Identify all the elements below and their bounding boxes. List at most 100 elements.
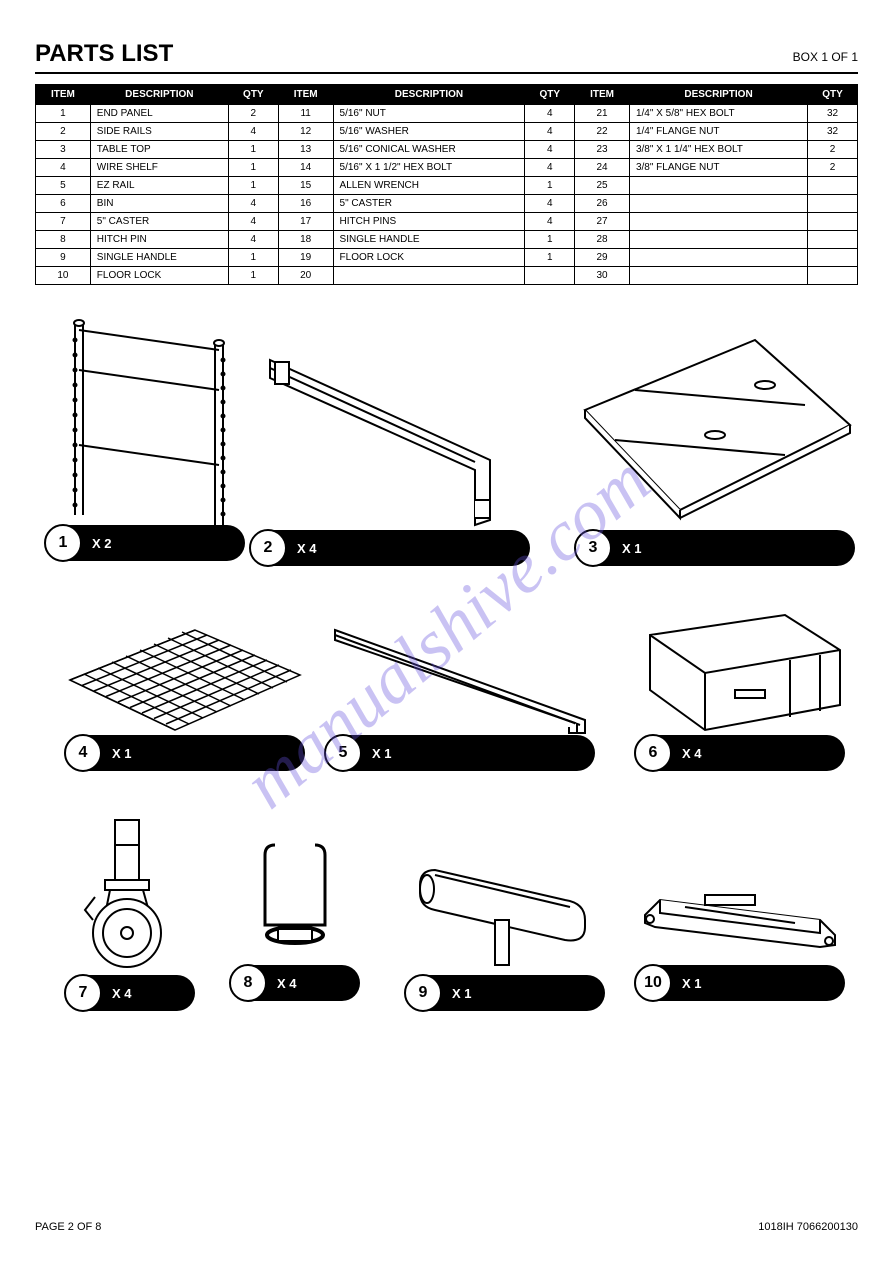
table-cell: EZ RAIL bbox=[90, 177, 228, 195]
part-pill: 3 X 1 bbox=[575, 530, 855, 566]
table-cell: TABLE TOP bbox=[90, 141, 228, 159]
table-row: 3TABLE TOP1135/16" CONICAL WASHER4233/8"… bbox=[36, 141, 858, 159]
table-cell: 4 bbox=[525, 213, 575, 231]
table-cell bbox=[808, 231, 858, 249]
part-2: 2 X 4 bbox=[250, 330, 530, 566]
part-pill: 1 X 2 bbox=[45, 525, 245, 561]
table-cell: 5/16" WASHER bbox=[333, 123, 525, 141]
doc-code: 1018IH 7066200130 bbox=[758, 1221, 858, 1233]
part-qty-label: X 1 bbox=[112, 746, 132, 761]
table-cell bbox=[808, 195, 858, 213]
part-pill: 4 X 1 bbox=[65, 735, 305, 771]
header: PARTS LIST BOX 1 OF 1 bbox=[35, 40, 858, 74]
table-cell: 1 bbox=[228, 159, 278, 177]
table-cell: 24 bbox=[575, 159, 630, 177]
table-cell: 26 bbox=[575, 195, 630, 213]
table-row: 4WIRE SHELF1145/16" X 1 1/2" HEX BOLT424… bbox=[36, 159, 858, 177]
table-cell bbox=[333, 267, 525, 285]
table-cell: 22 bbox=[575, 123, 630, 141]
table-cell: HITCH PINS bbox=[333, 213, 525, 231]
part-qty-label: X 1 bbox=[452, 986, 472, 1001]
table-cell: 32 bbox=[808, 105, 858, 123]
part-qty-label: X 4 bbox=[277, 976, 297, 991]
table-cell: 1 bbox=[228, 249, 278, 267]
part-pill: 2 X 4 bbox=[250, 530, 530, 566]
table-cell: 27 bbox=[575, 213, 630, 231]
table-cell: SINGLE HANDLE bbox=[333, 231, 525, 249]
part-qty-label: X 2 bbox=[92, 536, 112, 551]
table-header: QTY bbox=[525, 85, 575, 105]
part-5: 5 X 1 bbox=[325, 615, 595, 771]
table-row: 2SIDE RAILS4125/16" WASHER4221/4" FLANGE… bbox=[36, 123, 858, 141]
part-pill: 7 X 4 bbox=[65, 975, 195, 1011]
part-number-icon: 4 bbox=[64, 734, 102, 772]
table-cell bbox=[629, 249, 807, 267]
table-cell: 4 bbox=[525, 195, 575, 213]
part-number-icon: 6 bbox=[634, 734, 672, 772]
table-cell bbox=[629, 267, 807, 285]
table-header: DESCRIPTION bbox=[333, 85, 525, 105]
part-1: 1 X 2 bbox=[45, 315, 245, 561]
table-header: DESCRIPTION bbox=[629, 85, 807, 105]
table-cell: 4 bbox=[228, 213, 278, 231]
table-cell: 7 bbox=[36, 213, 91, 231]
table-cell: 14 bbox=[278, 159, 333, 177]
part-number-icon: 3 bbox=[574, 529, 612, 567]
parts-diagram-area: 1 X 2 2 X 4 3 X 1 bbox=[35, 315, 858, 1135]
part-qty-label: X 4 bbox=[112, 986, 132, 1001]
page-number: PAGE 2 OF 8 bbox=[35, 1221, 101, 1233]
table-cell: 13 bbox=[278, 141, 333, 159]
table-cell: 19 bbox=[278, 249, 333, 267]
part-10: 10 X 1 bbox=[635, 845, 845, 1001]
table-cell: 4 bbox=[36, 159, 91, 177]
footer: PAGE 2 OF 8 1018IH 7066200130 bbox=[35, 1221, 858, 1233]
table-cell: 17 bbox=[278, 213, 333, 231]
part-number-icon: 10 bbox=[634, 964, 672, 1002]
table-row: 10FLOOR LOCK12030 bbox=[36, 267, 858, 285]
table-cell: 1 bbox=[228, 177, 278, 195]
table-cell: 4 bbox=[525, 123, 575, 141]
table-cell: 4 bbox=[228, 123, 278, 141]
part-pill: 9 X 1 bbox=[405, 975, 605, 1011]
table-cell: 1/4" FLANGE NUT bbox=[629, 123, 807, 141]
table-cell bbox=[629, 231, 807, 249]
table-cell: SIDE RAILS bbox=[90, 123, 228, 141]
part-number-icon: 5 bbox=[324, 734, 362, 772]
table-cell: 2 bbox=[808, 141, 858, 159]
part-9: 9 X 1 bbox=[405, 845, 605, 1011]
part-qty-label: X 1 bbox=[622, 541, 642, 556]
table-header: ITEM bbox=[278, 85, 333, 105]
part-7: 7 X 4 bbox=[65, 815, 195, 1011]
table-cell: 4 bbox=[525, 159, 575, 177]
table-row: 6BIN4165" CASTER426 bbox=[36, 195, 858, 213]
part-number-icon: 2 bbox=[249, 529, 287, 567]
table-cell: 3/8" X 1 1/4" HEX BOLT bbox=[629, 141, 807, 159]
page-title: PARTS LIST bbox=[35, 40, 173, 68]
table-cell: 11 bbox=[278, 105, 333, 123]
part-number-icon: 7 bbox=[64, 974, 102, 1012]
part-number-icon: 1 bbox=[44, 524, 82, 562]
part-qty-label: X 1 bbox=[372, 746, 392, 761]
table-cell: 5/16" X 1 1/2" HEX BOLT bbox=[333, 159, 525, 177]
table-header: ITEM bbox=[36, 85, 91, 105]
table-cell: 20 bbox=[278, 267, 333, 285]
table-cell: ALLEN WRENCH bbox=[333, 177, 525, 195]
table-cell: 5" CASTER bbox=[333, 195, 525, 213]
table-cell: 4 bbox=[525, 105, 575, 123]
table-cell: 15 bbox=[278, 177, 333, 195]
table-cell: 3 bbox=[36, 141, 91, 159]
table-cell: 12 bbox=[278, 123, 333, 141]
part-6: 6 X 4 bbox=[635, 605, 845, 771]
table-cell: 28 bbox=[575, 231, 630, 249]
table-cell: 2 bbox=[808, 159, 858, 177]
part-3: 3 X 1 bbox=[575, 330, 855, 566]
table-cell: 1 bbox=[228, 267, 278, 285]
table-cell: 9 bbox=[36, 249, 91, 267]
part-qty-label: X 1 bbox=[682, 976, 702, 991]
table-cell: 6 bbox=[36, 195, 91, 213]
table-row: 9SINGLE HANDLE119FLOOR LOCK129 bbox=[36, 249, 858, 267]
table-cell: 4 bbox=[228, 195, 278, 213]
table-row: 75" CASTER417HITCH PINS427 bbox=[36, 213, 858, 231]
table-cell: 16 bbox=[278, 195, 333, 213]
part-8: 8 X 4 bbox=[230, 835, 360, 1001]
